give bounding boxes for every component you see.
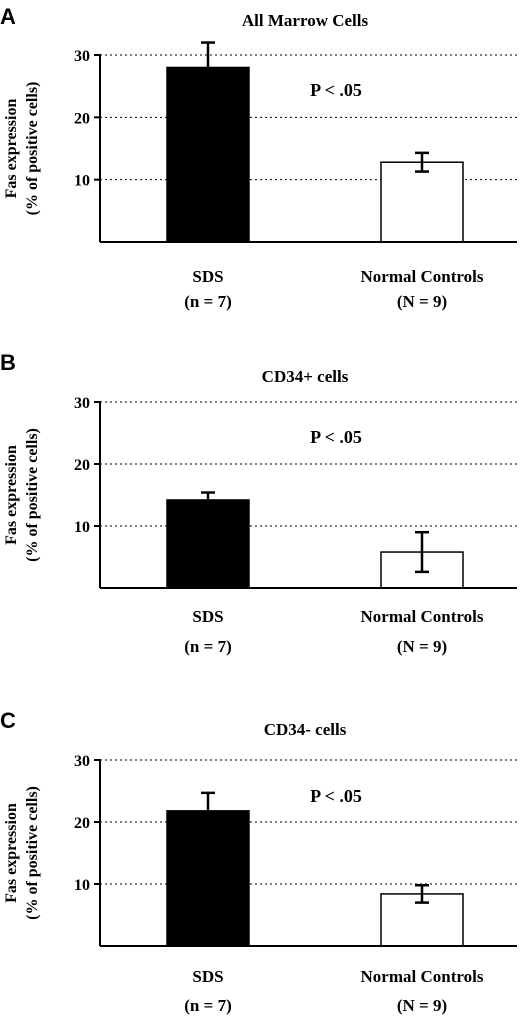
y-axis-label: Fas expression xyxy=(3,803,20,903)
y-tick-label: 10 xyxy=(74,173,90,190)
y-axis-label: (% of positive cells) xyxy=(24,82,41,216)
bar xyxy=(166,810,250,947)
category-label: (N = 9) xyxy=(397,996,447,1015)
bar xyxy=(166,499,250,589)
category-label: (n = 7) xyxy=(184,637,231,656)
chart-title: CD34+ cells xyxy=(262,367,349,386)
category-label: (N = 9) xyxy=(397,637,447,656)
y-tick-label: 10 xyxy=(74,519,90,536)
p-value-annotation: P < .05 xyxy=(310,80,362,100)
chart-title: All Marrow Cells xyxy=(242,11,369,30)
y-tick-label: 30 xyxy=(74,753,90,770)
y-tick-label: 20 xyxy=(74,815,90,832)
panel-letter: A xyxy=(0,4,16,29)
category-label: Normal Controls xyxy=(361,607,484,626)
y-tick-label: 30 xyxy=(74,395,90,412)
y-tick-label: 30 xyxy=(74,48,90,65)
y-axis-label: Fas expression xyxy=(3,445,20,545)
category-label: SDS xyxy=(192,967,223,986)
y-tick-label: 10 xyxy=(74,877,90,894)
y-tick-label: 20 xyxy=(74,457,90,474)
p-value-annotation: P < .05 xyxy=(310,427,362,447)
category-label: (n = 7) xyxy=(184,996,231,1015)
panel-letter: B xyxy=(0,350,16,375)
bar xyxy=(166,66,250,243)
category-label: Normal Controls xyxy=(361,967,484,986)
category-label: (n = 7) xyxy=(184,292,231,311)
category-label: Normal Controls xyxy=(361,267,484,286)
category-label: SDS xyxy=(192,607,223,626)
category-label: SDS xyxy=(192,267,223,286)
panel-letter: C xyxy=(0,708,16,733)
bar xyxy=(380,161,464,243)
y-axis-label: (% of positive cells) xyxy=(24,786,41,920)
p-value-annotation: P < .05 xyxy=(310,786,362,806)
chart-title: CD34- cells xyxy=(264,720,347,739)
y-axis-label: Fas expression xyxy=(3,99,20,199)
y-axis-label: (% of positive cells) xyxy=(24,428,41,562)
y-tick-label: 20 xyxy=(74,110,90,127)
category-label: (N = 9) xyxy=(397,292,447,311)
